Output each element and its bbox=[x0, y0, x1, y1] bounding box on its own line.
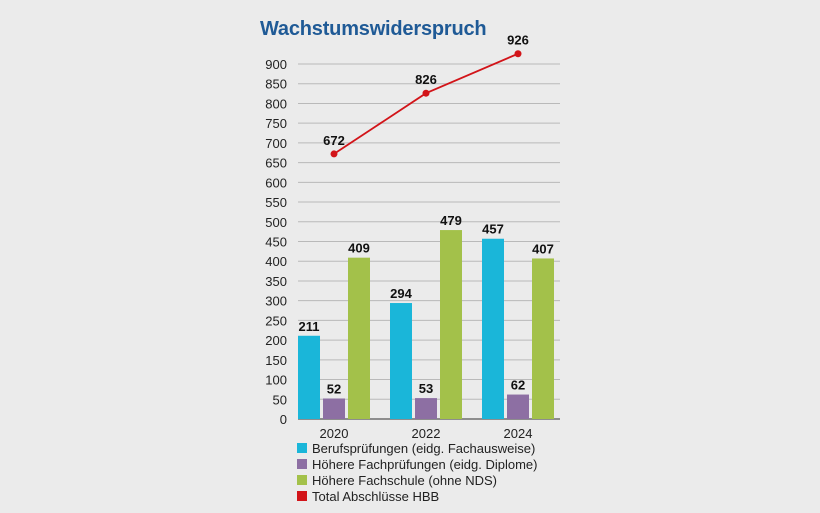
legend-item: Höhere Fachprüfungen (eidg. Diplome) bbox=[297, 456, 537, 472]
bar-data-label: 457 bbox=[482, 222, 504, 237]
y-tick-label: 400 bbox=[265, 254, 287, 269]
legend-item: Höhere Fachschule (ohne NDS) bbox=[297, 472, 537, 488]
legend-label: Höhere Fachprüfungen (eidg. Diplome) bbox=[312, 456, 538, 472]
bar-data-label: 62 bbox=[511, 378, 525, 393]
bar bbox=[390, 303, 412, 419]
y-tick-label: 150 bbox=[265, 353, 287, 368]
chart-title: Wachstumswiderspruch bbox=[260, 18, 487, 40]
bar-data-label: 211 bbox=[299, 319, 320, 334]
x-tick-label: 2024 bbox=[504, 426, 533, 441]
y-tick-label: 500 bbox=[265, 215, 287, 230]
legend-swatch bbox=[297, 459, 307, 469]
legend-swatch bbox=[297, 475, 307, 485]
bar-data-label: 52 bbox=[327, 381, 341, 396]
y-tick-label: 50 bbox=[273, 392, 287, 407]
bar bbox=[298, 335, 320, 419]
y-tick-label: 800 bbox=[265, 96, 287, 111]
bar-data-label: 409 bbox=[348, 241, 370, 256]
legend-label: Berufsprüfungen (eidg. Fachausweise) bbox=[312, 440, 536, 456]
gridlines bbox=[298, 63, 560, 420]
legend-item: Total Abschlüsse HBB bbox=[297, 488, 537, 504]
y-tick-label: 450 bbox=[265, 235, 287, 250]
legend-label: Total Abschlüsse HBB bbox=[312, 488, 440, 504]
bar bbox=[348, 257, 370, 419]
legend-swatch bbox=[297, 443, 307, 453]
y-tick-label: 200 bbox=[265, 333, 287, 348]
line-point bbox=[330, 150, 338, 158]
bar bbox=[532, 258, 554, 419]
bar bbox=[440, 230, 462, 419]
line-point bbox=[514, 50, 522, 58]
bar bbox=[415, 398, 437, 419]
y-tick-label: 850 bbox=[265, 77, 287, 92]
x-tick-label: 2022 bbox=[412, 426, 441, 441]
bar bbox=[482, 238, 504, 419]
x-tick-label: 2020 bbox=[320, 426, 349, 441]
total-line: 672 826 926 bbox=[323, 33, 529, 158]
legend-label: Höhere Fachschule (ohne NDS) bbox=[312, 472, 497, 488]
bar bbox=[323, 398, 345, 419]
line-point bbox=[422, 89, 430, 97]
bar-data-label: 407 bbox=[532, 241, 554, 256]
bar bbox=[507, 394, 529, 419]
y-tick-label: 600 bbox=[265, 175, 287, 190]
legend-item: Berufsprüfungen (eidg. Fachausweise) bbox=[297, 440, 537, 456]
y-tick-label: 650 bbox=[265, 156, 287, 171]
y-axis-ticks: 0 50 100 150 200 250 300 350 400 450 500 550 600 650 7… bbox=[265, 57, 287, 427]
y-tick-label: 0 bbox=[280, 412, 287, 427]
y-tick-label: 750 bbox=[265, 116, 287, 131]
line-data-label: 926 bbox=[507, 33, 529, 48]
y-tick-label: 350 bbox=[265, 274, 287, 289]
bar-data-label: 53 bbox=[419, 381, 433, 396]
bar-data-label: 294 bbox=[390, 286, 412, 301]
legend: Berufsprüfungen (eidg. Fachausweise) Höhe… bbox=[297, 440, 537, 504]
y-tick-label: 700 bbox=[265, 136, 287, 151]
bar-data-label: 479 bbox=[440, 213, 462, 228]
y-tick-label: 550 bbox=[265, 195, 287, 210]
y-tick-label: 100 bbox=[265, 373, 287, 388]
line-data-label: 672 bbox=[323, 133, 345, 148]
legend-swatch bbox=[297, 491, 307, 501]
y-tick-label: 900 bbox=[265, 57, 287, 72]
bars: 211 294 457 52 53 62 409 479 407 bbox=[298, 213, 554, 419]
x-axis-ticks: 2020 2022 2024 bbox=[320, 426, 533, 441]
y-tick-label: 300 bbox=[265, 294, 287, 309]
line-data-label: 826 bbox=[415, 72, 437, 87]
y-tick-label: 250 bbox=[265, 313, 287, 328]
